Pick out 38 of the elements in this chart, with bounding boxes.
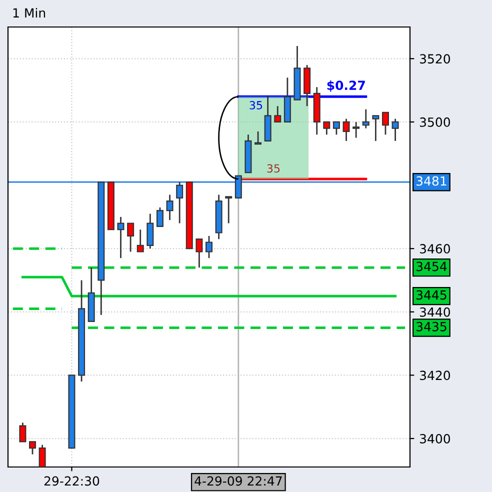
ref-line-label: 3481 [416, 176, 446, 186]
candlestick [19, 422, 26, 442]
candlestick [254, 130, 262, 145]
annotation: $0.27 [327, 80, 365, 92]
chart-title: 1 Min [13, 8, 46, 18]
candlestick [274, 105, 282, 123]
candlestick [136, 228, 144, 252]
candlestick [323, 121, 330, 136]
candlestick [372, 114, 380, 142]
candlestick [206, 235, 212, 259]
text: 3435 [416, 322, 446, 332]
candlestick [29, 440, 36, 456]
candlestick [156, 206, 164, 228]
x-tick-label: 29-22:30 [44, 476, 100, 486]
candlestick [146, 213, 154, 250]
y-tick-label: 3520 [420, 54, 450, 64]
y-tick-label: 3460 [420, 244, 450, 254]
text: 3445 [416, 290, 446, 300]
candlestick [332, 121, 340, 136]
candlestick [342, 118, 350, 142]
candlestick [352, 121, 360, 138]
candlestick [392, 118, 399, 142]
annotation: 35 [250, 101, 262, 110]
candlestick [166, 194, 174, 221]
candlestick [382, 112, 389, 136]
candlestick [127, 222, 134, 252]
candlestick [362, 108, 370, 129]
x-tick-label: 4-29-09 22:47 [194, 476, 282, 486]
y-tick-label: 3420 [420, 370, 450, 380]
annotation: 35 [267, 164, 280, 173]
candlestick [38, 444, 46, 467]
text: 3454 [416, 262, 447, 272]
candlestick [225, 196, 232, 224]
candlestick [117, 216, 124, 259]
y-tick-label: 3440 [420, 307, 450, 317]
y-tick-label: 3400 [420, 434, 450, 444]
candlestick [196, 238, 203, 268]
y-tick-label: 3500 [420, 117, 450, 127]
